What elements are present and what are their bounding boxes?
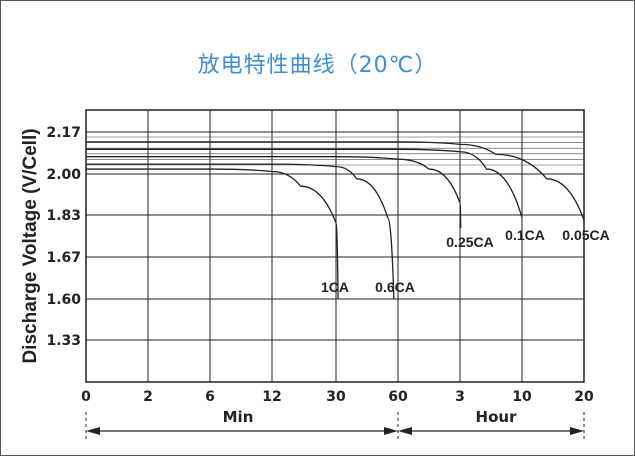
x-tick-label: 3 xyxy=(455,389,465,405)
hour-arrow-right xyxy=(570,427,584,435)
min-arrow-left xyxy=(86,427,100,435)
chart-title: 放电特性曲线（20℃） xyxy=(197,53,438,78)
x-tick-label: 2 xyxy=(143,389,153,405)
hour-arrow-left xyxy=(398,427,412,435)
curve-0-1CA xyxy=(86,148,523,218)
x-tick-label: 60 xyxy=(388,389,408,405)
curve-0-6CA xyxy=(86,163,395,300)
y-tick-label: 1.33 xyxy=(46,333,81,349)
y-tick-label: 2.00 xyxy=(46,167,81,183)
x-tick-label: 30 xyxy=(326,389,346,405)
curves xyxy=(85,141,585,300)
x-unit-min: Min xyxy=(223,408,254,426)
plot-border xyxy=(85,109,585,383)
x-tick-label: 6 xyxy=(205,389,215,405)
x-tick-labels: 0 2 6 12 30 60 3 10 20 xyxy=(81,389,594,405)
series-label: 0.6CA xyxy=(375,279,415,295)
x-tick-label: 10 xyxy=(512,389,532,405)
x-tick-label: 20 xyxy=(574,389,594,405)
min-arrow-right xyxy=(384,427,398,435)
series-label: 0.1CA xyxy=(505,227,545,243)
y-axis-label: Discharge Voltage (V/Cell) xyxy=(20,128,41,363)
time-axis-arrows xyxy=(85,412,585,440)
grid xyxy=(85,109,585,383)
x-tick-label: 0 xyxy=(81,389,91,405)
y-tick-labels: 2.17 2.00 1.83 1.67 1.60 1.33 xyxy=(46,125,81,349)
y-tick-label: 2.17 xyxy=(46,125,81,141)
x-tick-label: 12 xyxy=(262,389,281,405)
x-unit-hour: Hour xyxy=(476,408,518,426)
series-label: 0.25CA xyxy=(446,234,493,250)
y-tick-label: 1.83 xyxy=(46,208,81,224)
series-label: 0.05CA xyxy=(562,227,609,243)
series-labels: 1CA 0.6CA 0.25CA 0.1CA 0.05CA xyxy=(321,227,610,295)
y-tick-label: 1.60 xyxy=(46,292,81,308)
curve-0-25CA xyxy=(86,156,462,229)
y-tick-label: 1.67 xyxy=(46,250,81,266)
series-label: 1CA xyxy=(321,279,349,295)
curve-0-05CA xyxy=(86,141,585,221)
curve-1CA xyxy=(85,168,339,300)
